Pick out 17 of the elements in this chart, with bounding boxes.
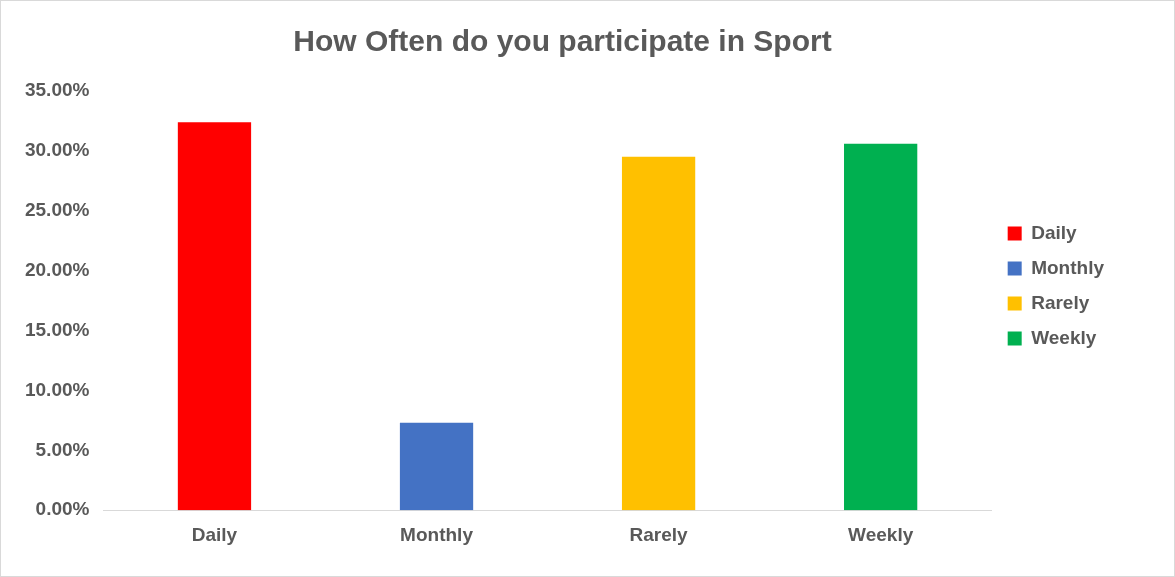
y-tick-label: 35.00%	[24, 79, 90, 101]
y-tick-label: 15.00%	[24, 318, 90, 340]
chart-title: How Often do you participate in Sport	[293, 24, 832, 58]
legend-label: Weekly	[1031, 326, 1097, 348]
y-tick-label: 20.00%	[24, 258, 90, 280]
x-tick-label: Monthly	[400, 523, 474, 545]
y-tick-label: 0.00%	[35, 498, 90, 520]
y-tick-label: 25.00%	[24, 199, 90, 221]
y-tick-label: 10.00%	[24, 378, 90, 400]
y-tick-label: 30.00%	[24, 139, 90, 161]
x-tick-label: Daily	[191, 523, 238, 545]
legend-label: Monthly	[1031, 256, 1105, 278]
legend-label: Rarely	[1031, 291, 1090, 313]
x-tick-label: Weekly	[848, 523, 914, 545]
x-tick-label: Rarely	[629, 523, 689, 545]
legend-label: Daily	[1031, 221, 1078, 243]
y-tick-label: 5.00%	[35, 438, 90, 460]
